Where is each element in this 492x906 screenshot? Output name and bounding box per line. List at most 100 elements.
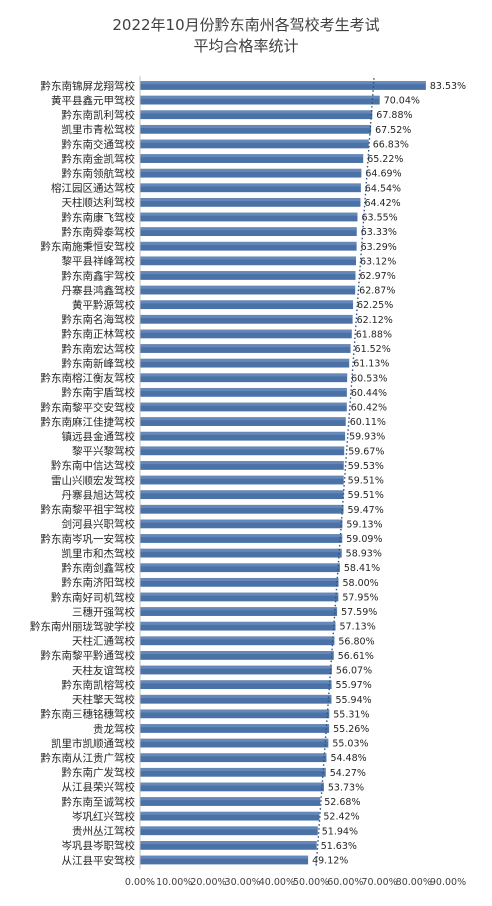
bar [140,241,357,251]
category-label: 黄平县鑫元甲驾校 [51,94,135,107]
category-label: 黔东南黎平交安驾校 [41,401,136,414]
bar [140,826,318,836]
data-label: 62.87% [359,286,395,297]
category-label: 黔东南至诚驾校 [62,795,136,808]
bar-highlight [140,767,326,772]
bar-highlight [140,592,339,596]
data-label: 67.88% [376,110,412,121]
chart-title-line: 平均合格率统计 [193,37,298,55]
bar-highlight [140,826,318,830]
category-label: 岑巩县岑职驾校 [62,839,136,852]
category-label: 黔东南康飞驾校 [62,211,136,224]
bar-highlight [140,621,336,625]
category-label: 从江县平安驾校 [62,854,136,867]
bar-highlight [140,475,344,479]
category-label: 黔东南剑鑫驾校 [62,562,136,575]
bar-highlight [140,782,324,786]
data-label: 52.68% [324,797,360,808]
bar [140,271,356,280]
bar-highlight [140,139,369,143]
data-label: 56.61% [338,651,374,662]
data-label: 55.31% [333,709,369,720]
category-label: 从江县荣兴驾校 [62,781,136,794]
category-label: 凯里市青松驾校 [62,123,136,136]
bar [140,198,361,207]
data-label: 63.55% [361,213,397,224]
data-label: 55.94% [335,695,371,706]
bar [140,651,334,660]
bar-highlight [140,446,345,450]
bar [140,797,321,806]
bar [140,314,353,324]
data-label: 60.42% [351,402,387,413]
data-label: 61.88% [356,329,392,340]
category-label: 黔东南舜泰驾校 [62,225,136,238]
x-axis: 0.00% 10.00%20.00%30.00%40.00%50.00%60.00… [125,76,466,888]
bar [140,738,329,748]
category-label: 黔东南中信达驾校 [51,459,135,472]
category-label: 黔东南金凯驾校 [62,152,136,165]
bar [140,212,358,222]
data-label: 54.27% [330,768,366,779]
bar [140,665,332,675]
bar-highlight [140,563,340,567]
data-label: 51.63% [321,841,357,852]
bar-highlight [140,753,327,757]
bar [140,81,426,90]
data-label: 60.53% [351,373,387,384]
bar-highlight [140,373,348,377]
bar [140,446,345,456]
bar-highlight [140,154,364,158]
category-label: 三穗开强驾校 [72,605,135,618]
bar-highlight [140,168,362,172]
bar [140,592,339,602]
data-label: 57.59% [341,607,377,618]
category-label: 黔东南宇盾驾校 [62,386,136,399]
data-label: 62.97% [360,271,396,282]
category-label: 黔东南好司机驾校 [51,591,135,604]
bar-highlight [140,81,426,85]
bar [140,841,317,850]
category-label: 榕江园区通达驾校 [51,182,135,195]
bar [140,402,347,412]
data-label: 58.00% [342,578,378,589]
category-label: 黔东南凯榕驾校 [62,678,136,691]
data-label: 59.47% [348,505,384,516]
category-label: 黔东南锦屏龙翔驾校 [41,79,136,92]
category-label: 黔东南领航驾校 [62,167,136,180]
bar-highlight [140,198,361,202]
data-label: 63.12% [360,256,396,267]
data-label: 53.73% [328,782,364,793]
bar-highlight [140,110,373,114]
data-label: 83.53% [430,81,466,92]
data-label: 64.54% [365,183,401,194]
data-label: 64.42% [364,198,400,209]
category-label: 黔东南宏达驾校 [62,342,136,355]
bar-highlight [140,709,330,713]
bar [140,285,356,295]
bar-highlight [140,387,347,392]
bar [140,753,327,763]
data-label: 59.67% [348,446,384,457]
bar [140,577,339,587]
category-label: 黎平兴黎驾校 [72,445,135,458]
bar [140,855,309,865]
x-tick-label: 0.00% [125,877,155,888]
bar [140,490,344,500]
bar-highlight [140,124,372,129]
x-tick-label: 20.00% [190,877,226,888]
bar-highlight [140,314,353,318]
x-tick-label: 60.00% [327,877,363,888]
category-label: 黔东南鑫宇驾校 [62,269,136,282]
category-label: 黔东南岑巩一安驾校 [41,532,136,545]
bar-highlight [140,665,332,669]
bar [140,548,342,558]
category-label: 天柱友谊驾校 [72,664,135,677]
data-label: 52.42% [323,812,359,823]
category-label: 黎平县祥峰驾校 [62,255,136,268]
bar [140,227,357,237]
category-label: 贵州丛江驾校 [72,825,135,838]
bar-highlight [140,256,357,260]
bar [140,724,330,733]
